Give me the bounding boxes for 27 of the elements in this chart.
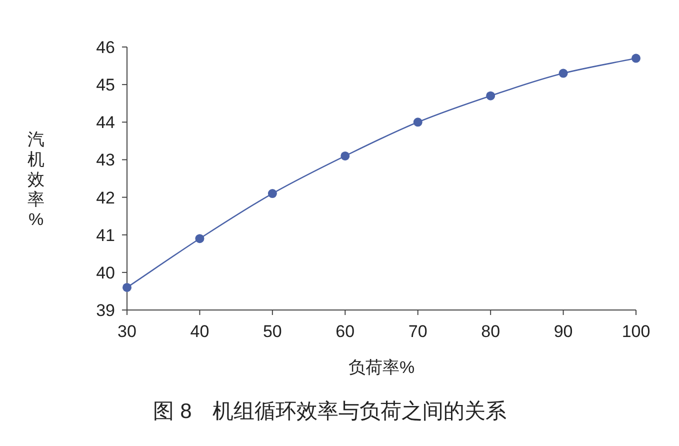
x-tick-label: 90 <box>554 322 573 341</box>
x-tick-label: 80 <box>481 322 500 341</box>
y-tick-label: 39 <box>96 301 115 320</box>
point <box>340 151 350 160</box>
point <box>195 234 204 244</box>
point <box>486 91 496 100</box>
y-tick-label: 40 <box>96 263 115 282</box>
y-tick-label: 42 <box>96 188 115 208</box>
y-axis-title: 汽机效率% <box>28 130 44 229</box>
point <box>632 54 640 63</box>
x-axis-title: 负荷率% <box>348 358 415 377</box>
y-tick-label: 46 <box>96 38 115 57</box>
y-tick-label: 41 <box>96 226 115 245</box>
x-tick-label: 50 <box>262 322 282 341</box>
point <box>122 282 132 292</box>
y-tick-label: 45 <box>96 76 115 95</box>
point <box>413 118 422 127</box>
x-tick-label: 30 <box>118 322 136 341</box>
y-tick-label: 43 <box>96 150 115 170</box>
x-tick-label: 60 <box>336 322 355 341</box>
x-tick-label: 100 <box>622 322 650 341</box>
point <box>558 68 568 78</box>
point <box>268 189 277 198</box>
text: 图 8 机组循环效率与负荷之间的关系 <box>153 400 507 423</box>
x-tick-label: 40 <box>190 322 210 341</box>
y-tick-label: 44 <box>96 113 115 132</box>
x-tick-label: 70 <box>408 322 428 341</box>
